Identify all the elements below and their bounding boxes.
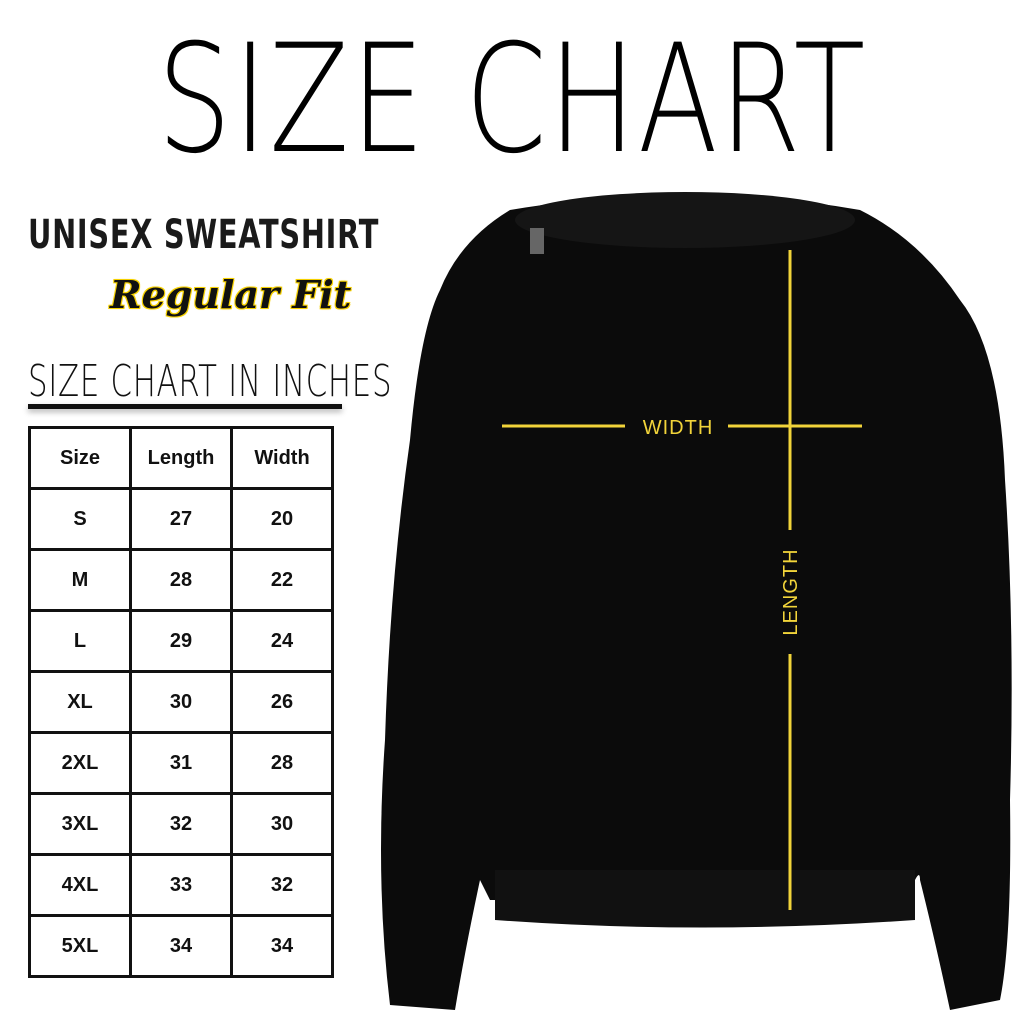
cell-length: 34 [129,914,233,978]
cell-width: 22 [230,548,334,612]
neck-tag [530,228,544,254]
page-title: SIZE CHART [157,13,867,187]
cell-length: 31 [129,731,233,795]
cell-length: 28 [129,548,233,612]
table-row: L 29 24 [28,609,334,673]
cell-width: 20 [230,487,334,551]
header-size: Size [28,426,132,490]
product-name: UNISEX SWEATSHIRT [28,212,380,258]
table-row: 3XL 32 30 [28,792,334,856]
cell-size: 3XL [28,792,132,856]
cell-size: S [28,487,132,551]
cell-width: 30 [230,792,334,856]
table-row: XL 30 26 [28,670,334,734]
cell-width: 24 [230,609,334,673]
cell-size: 2XL [28,731,132,795]
table-row: 2XL 31 28 [28,731,334,795]
cell-width: 28 [230,731,334,795]
cell-width: 34 [230,914,334,978]
cell-size: XL [28,670,132,734]
cell-length: 27 [129,487,233,551]
header-length: Length [129,426,233,490]
cell-length: 30 [129,670,233,734]
header-width: Width [230,426,334,490]
table-row: 5XL 34 34 [28,914,334,978]
cell-size: M [28,548,132,612]
fit-label: Regular Fit [110,272,352,317]
cell-length: 29 [129,609,233,673]
sweatshirt-waistband [495,870,915,928]
width-label: WIDTH [643,417,714,439]
cell-size: 5XL [28,914,132,978]
cell-length: 32 [129,792,233,856]
cell-width: 26 [230,670,334,734]
cell-size: L [28,609,132,673]
length-label: LENGTH [780,548,802,635]
table-row: M 28 22 [28,548,334,612]
size-chart-subtitle: SIZE CHART IN INCHES [28,356,393,407]
cell-length: 33 [129,853,233,917]
sweatshirt-diagram: WIDTH LENGTH [381,192,1012,1010]
table-header-row: Size Length Width [28,426,334,490]
sweatshirt-image [381,195,1012,1010]
cell-size: 4XL [28,853,132,917]
cell-width: 32 [230,853,334,917]
table-row: 4XL 33 32 [28,853,334,917]
size-table: Size Length Width S 27 20 M 28 22 L 29 24 XL 30… [28,426,334,978]
collar [515,192,855,248]
subtitle-underline [28,404,342,409]
table-row: S 27 20 [28,487,334,551]
